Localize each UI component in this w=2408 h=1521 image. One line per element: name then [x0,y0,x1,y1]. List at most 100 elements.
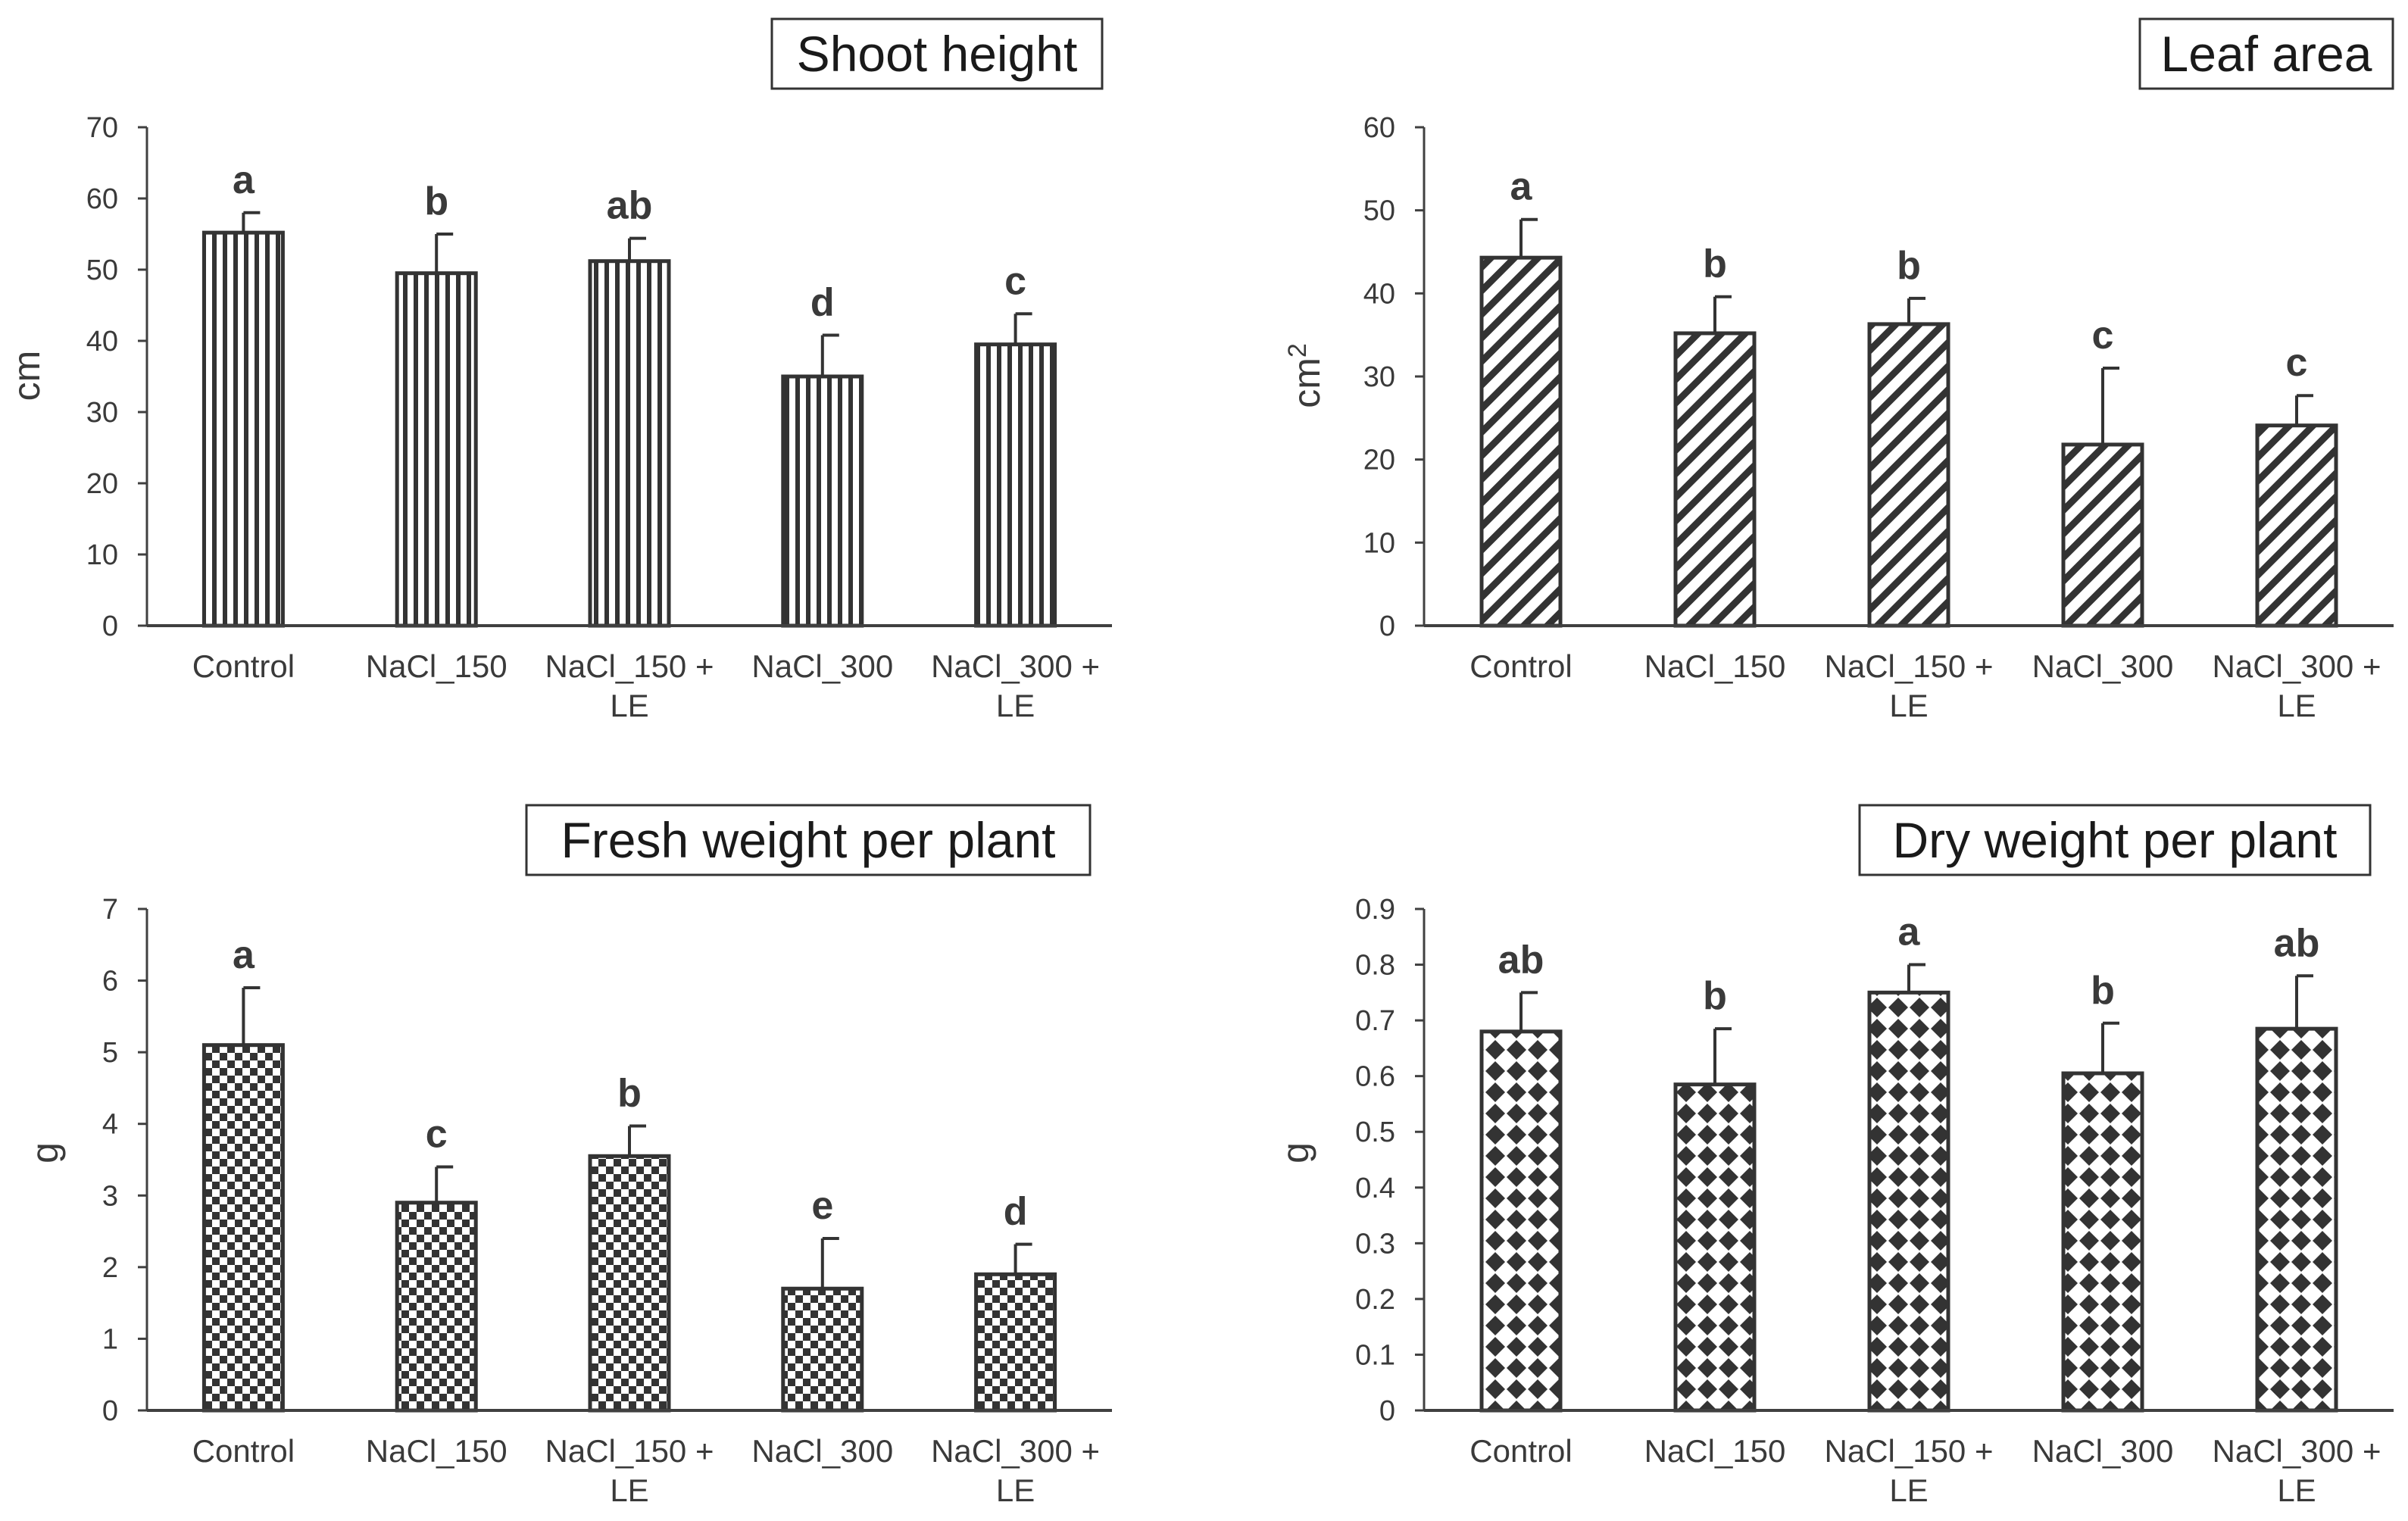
shoot-height-category-label: LE [610,688,648,723]
dry-weight-ylabel: g [1274,1142,1316,1163]
dry-weight-per-plant-y-tick-label: 0.2 [1355,1284,1395,1316]
dry-weight-per-plant-y-tick-label: 0.6 [1355,1061,1395,1093]
shoot-height-bar [781,374,864,628]
shoot-height-ylabel: cm [5,351,48,401]
leaf-area-bar [2255,423,2338,628]
dry-weight-per-plant-significance-label: ab [1498,938,1544,982]
leaf-area-ylabel-exponent: 2 [1283,343,1312,358]
shoot-height-significance-label: a [233,158,255,202]
dry-weight-per-plant-category-label: NaCl_300 [2032,1433,2174,1469]
fresh-weight-per-plant-category-label: NaCl_300 [751,1433,893,1469]
fresh-weight-per-plant-y-tick-label: 4 [102,1109,118,1141]
fresh-weight-per-plant-significance-label: b [617,1072,642,1116]
leaf-area-bar [1867,322,1950,628]
fresh-weight-panel: Fresh weight per plant g 0 1 2 3 4 5 6 7 a Contro… [23,804,1112,1508]
leaf-area-y-tick-label: 60 [1363,112,1395,144]
shoot-height-y-tick-label: 20 [86,468,118,500]
leaf-area-y-tick-label: 20 [1363,445,1395,476]
dry-weight-per-plant-category-label: LE [2277,1473,2316,1508]
dry-weight-per-plant-category-label: NaCl_150 + [1825,1433,1994,1469]
dry-weight-per-plant-category-label: Control [1469,1433,1572,1469]
dry-weight-per-plant-y-tick-label: 0.8 [1355,950,1395,982]
shoot-height-title-box [770,17,1104,90]
leaf-area-title-box [2138,17,2394,90]
dry-weight-plot: 00.10.20.30.40.50.60.70.80.9abControlbNa… [1355,894,2394,1508]
leaf-area-y-tick-label: 0 [1379,611,1395,642]
shoot-height-title: Shoot height [797,26,1078,82]
shoot-height-y-tick-label: 10 [86,539,118,571]
fresh-weight-per-plant-significance-label: a [233,933,255,977]
leaf-area-category-label: LE [2277,688,2316,723]
leaf-area-ylabel-unit: cm [1285,358,1328,408]
fresh-weight-plot: 0 1 2 3 4 5 6 7 a Control c NaCl_150 b NaCl_150 + LE e N… [102,894,1112,1508]
fresh-weight-per-plant-category-label: LE [996,1473,1035,1508]
fresh-weight-per-plant-y-tick-label: 2 [102,1252,118,1284]
dry-weight-per-plant-y-tick-label: 0.4 [1355,1173,1395,1204]
fresh-weight-ylabel: g [23,1142,66,1163]
leaf-area-ylabel: cm2 [1283,343,1328,408]
leaf-area-category-label: NaCl_150 + [1825,648,1994,684]
fresh-weight-per-plant-bar [781,1286,864,1413]
shoot-height-y-tick-label: 70 [86,112,118,144]
dry-weight-per-plant-significance-label: ab [2274,921,2320,965]
fresh-weight-per-plant-y-tick-label: 1 [102,1323,118,1355]
fresh-weight-per-plant-y-tick-label: 7 [102,894,118,926]
dry-weight-per-plant-y-tick-label: 0.7 [1355,1005,1395,1037]
leaf-area-bar [1479,255,1563,628]
shoot-height-category-label: NaCl_300 + [931,648,1100,684]
leaf-area-category-label: NaCl_300 [2032,648,2174,684]
shoot-height-y-tick-label: 40 [86,326,118,358]
leaf-area-plot: 0 10 20 30 40 50 60 a Control b NaCl_150 b NaCl_150 … [1363,112,2394,723]
fresh-weight-per-plant-bar [588,1154,671,1413]
shoot-height-significance-label: ab [607,184,653,228]
fresh-weight-per-plant-category-label: NaCl_300 + [931,1433,1100,1469]
shoot-height-category-label: NaCl_300 [751,648,893,684]
dry-weight-per-plant-y-tick-label: 0.3 [1355,1228,1395,1260]
shoot-height-y-tick-label: 50 [86,255,118,286]
leaf-area-significance-label: b [1897,244,1921,288]
dry-weight-title: Dry weight per plant [1893,812,2338,868]
dry-weight-per-plant-bar [1867,990,1950,1413]
fresh-weight-per-plant-bar [201,1043,285,1413]
shoot-height-y-tick-label: 0 [102,611,118,642]
leaf-area-category-label: LE [1889,688,1928,723]
fresh-weight-per-plant-category-label: Control [192,1433,295,1469]
shoot-height-significance-label: b [424,180,448,223]
leaf-area-title: Leaf area [2161,26,2372,82]
shoot-height-category-label: Control [192,648,295,684]
dry-weight-per-plant-significance-label: a [1898,910,1921,954]
leaf-area-significance-label: a [1510,165,1533,209]
dry-weight-per-plant-bar [2255,1026,2338,1413]
fresh-weight-per-plant-y-tick-label: 5 [102,1037,118,1069]
fresh-weight-per-plant-category-label: NaCl_150 + [545,1433,714,1469]
dry-weight-per-plant-y-tick-label: 0.9 [1355,894,1395,926]
shoot-height-plot: 0 10 20 30 40 50 60 70 a Control b NaCl_150 ab NaCl_1… [86,112,1112,723]
leaf-area-y-tick-label: 10 [1363,527,1395,559]
leaf-area-y-tick-label: 40 [1363,278,1395,310]
shoot-height-significance-label: c [1004,259,1026,303]
fresh-weight-per-plant-y-tick-label: 3 [102,1180,118,1212]
leaf-area-bar [1673,331,1757,628]
dry-weight-per-plant-significance-label: b [2091,969,2115,1013]
leaf-area-significance-label: b [1703,242,1727,286]
dry-weight-per-plant-significance-label: b [1703,974,1727,1018]
fresh-weight-per-plant-category-label: LE [610,1473,648,1508]
fresh-weight-title: Fresh weight per plant [561,812,1055,868]
fresh-weight-per-plant-significance-label: c [426,1112,448,1156]
shoot-height-significance-label: d [810,280,835,324]
leaf-area-category-label: NaCl_150 [1644,648,1786,684]
dry-weight-per-plant-category-label: NaCl_300 + [2213,1433,2381,1469]
shoot-height-category-label: NaCl_150 + [545,648,714,684]
leaf-area-y-tick-label: 30 [1363,361,1395,393]
shoot-height-bar [395,271,478,628]
dry-weight-panel: Dry weight per plant g 0 0.1 0.2 0.3 0.4 0.5 0… [1274,804,2394,1508]
fresh-weight-per-plant-y-tick-label: 6 [102,966,118,998]
shoot-height-category-label: NaCl_150 [366,648,508,684]
shoot-height-category-label: LE [996,688,1035,723]
dry-weight-per-plant-category-label: LE [1889,1473,1928,1508]
fresh-weight-per-plant-significance-label: e [811,1184,833,1228]
leaf-area-significance-label: c [2286,341,2308,385]
shoot-height-bar [201,230,285,628]
fresh-weight-per-plant-bar [974,1272,1057,1413]
